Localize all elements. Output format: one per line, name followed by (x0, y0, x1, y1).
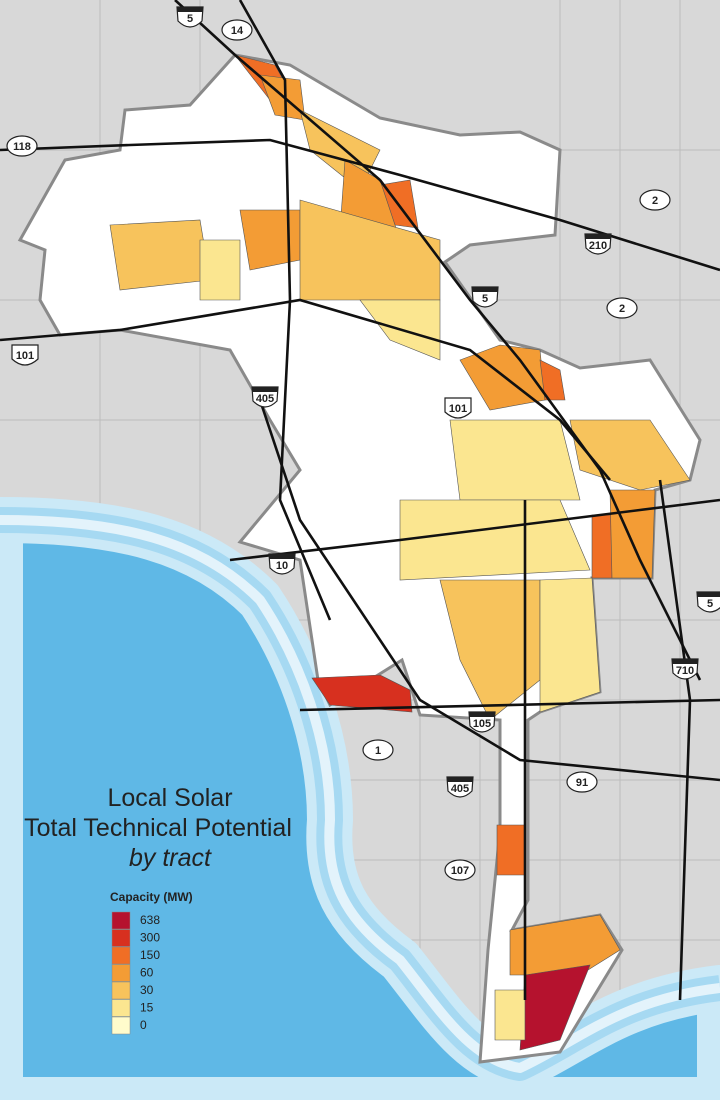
legend-swatch (111, 964, 131, 982)
legend-label: 150 (140, 948, 160, 962)
tract (109, 219, 211, 291)
route-label: 105 (473, 718, 491, 730)
route-label: 14 (231, 25, 244, 37)
state-shield (221, 19, 253, 41)
title-block: Local Solar Total Technical Potential by… (24, 784, 292, 904)
interstate-band (252, 387, 278, 392)
legend-swatch (111, 929, 131, 947)
route-label: 210 (589, 240, 607, 252)
tract (494, 989, 526, 1041)
legend-swatch (111, 911, 131, 930)
tract (239, 209, 301, 271)
route-label: 5 (187, 13, 193, 25)
route-label: 91 (576, 777, 588, 789)
interstate-band (447, 777, 473, 782)
route-label: 107 (451, 865, 469, 877)
legend-label: 30 (140, 983, 154, 997)
route-label: 10 (276, 560, 288, 572)
state-shield (6, 135, 38, 157)
interstate-band (269, 554, 295, 559)
us-shield (444, 397, 472, 419)
route-label: 2 (652, 195, 658, 207)
legend-swatch (111, 1016, 131, 1035)
route-label: 710 (676, 665, 694, 677)
route-label: 5 (482, 293, 488, 305)
legend-title: Capacity (MW) (110, 890, 193, 904)
route-label: 101 (449, 403, 467, 415)
state-shield (606, 297, 638, 319)
interstate-band (472, 287, 498, 292)
route-label: 5 (707, 598, 713, 610)
tract (509, 914, 621, 976)
tract (399, 499, 591, 581)
legend-label: 0 (140, 1018, 147, 1032)
freeways (0, 0, 720, 1001)
tract (449, 419, 581, 501)
interstate-band (177, 7, 203, 12)
state-shield (444, 859, 476, 881)
route-label: 2 (619, 303, 625, 315)
title-line: by tract (129, 844, 212, 872)
interstate-band (469, 712, 495, 717)
route-label: 405 (451, 783, 469, 795)
route-label: 118 (13, 141, 31, 153)
legend-swatch (111, 999, 131, 1017)
state-shield (362, 739, 394, 761)
tract (439, 579, 541, 721)
us-shield (11, 344, 39, 366)
state-shield (566, 771, 598, 793)
legend-label: 60 (140, 966, 154, 980)
tract (539, 359, 566, 401)
route-label: 405 (256, 393, 274, 405)
route-label: 1 (375, 745, 381, 757)
tract (609, 489, 656, 579)
tract (199, 239, 241, 301)
tract (539, 577, 601, 713)
state-shield (639, 189, 671, 211)
legend-label: 300 (140, 931, 160, 945)
legend-label: 638 (140, 913, 160, 927)
tract (311, 674, 413, 713)
tract (496, 824, 526, 876)
legend-swatch (111, 981, 131, 1000)
title-line: Local Solar (107, 784, 232, 812)
tract (591, 514, 613, 579)
interstate-band (697, 592, 720, 597)
title-line: Total Technical Potential (24, 814, 292, 842)
legend-label: 15 (140, 1001, 154, 1015)
legend-swatch (111, 946, 131, 965)
route-label: 101 (16, 350, 34, 362)
interstate-band (672, 659, 698, 664)
interstate-band (585, 234, 611, 239)
